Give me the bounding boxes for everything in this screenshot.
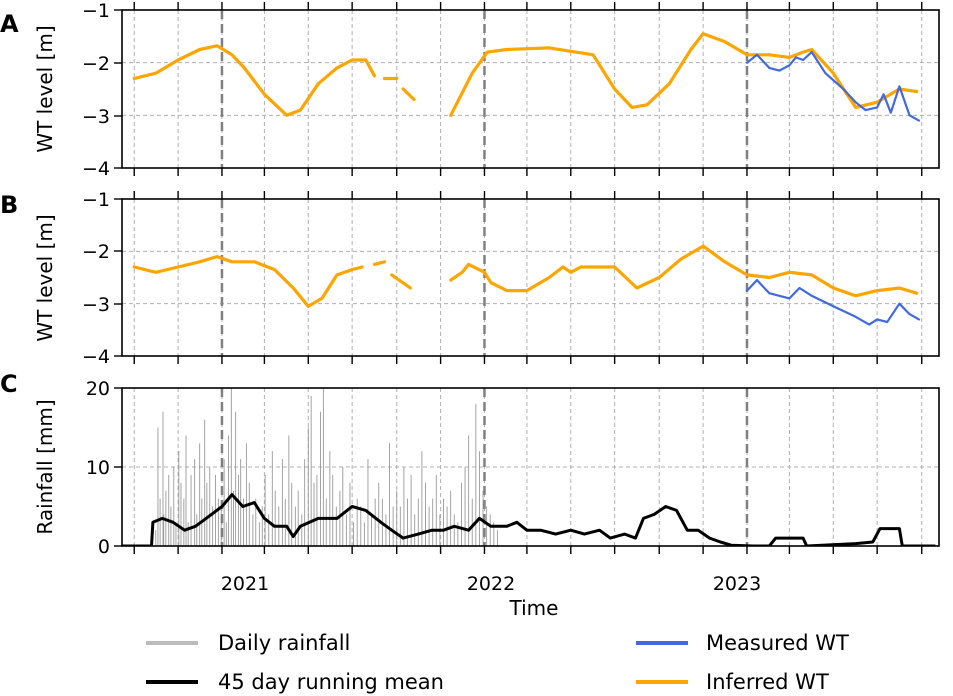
panel-a-ytick-label: −2: [82, 53, 110, 75]
legend: Daily rainfall 45 day running mean Measu…: [146, 631, 849, 694]
panel-a-year-lines: [220, 10, 749, 168]
panel-c-ytick-label: 10: [86, 457, 110, 479]
panel-b-series: [132, 244, 921, 326]
inferred-wt-line: [132, 44, 376, 117]
panel-b-year-lines: [220, 199, 749, 356]
inferred-wt-line: [132, 255, 364, 308]
panel-c-ylabel: Rainfall [mm]: [33, 399, 57, 534]
inferred-wt-line: [449, 244, 919, 298]
panel-a-ytick-label: −3: [82, 106, 110, 128]
panel-b-ylabel: WT level [m]: [33, 214, 57, 341]
x-axis-label: Time: [509, 596, 559, 620]
xtick-label-2022: 2022: [467, 573, 515, 595]
panel-a-x-ticks: [133, 2, 923, 176]
panel-a-series: [132, 32, 921, 122]
panel-c-letter: C: [0, 370, 18, 398]
panel-b-x-ticks: [133, 191, 923, 364]
panel-b-frame: [121, 198, 940, 357]
measured-wt-line: [745, 279, 921, 326]
panel-a-ytick-label: −1: [82, 0, 110, 22]
panel-a-grid: [122, 10, 939, 168]
panel-c-ytick-label: 0: [98, 536, 110, 558]
panel-a-ytick-label: −4: [82, 158, 110, 180]
legend-label-mean: 45 day running mean: [218, 670, 444, 694]
panel-b: −1 −2 −3 −4 B WT level [m]: [0, 189, 940, 368]
inferred-wt-line: [401, 87, 416, 102]
panel-b-ytick-label: −4: [82, 346, 110, 368]
panel-a-letter: A: [0, 10, 19, 38]
running-mean-line: [122, 493, 936, 546]
panel-c-mean: [122, 493, 936, 546]
panel-b-ytick-label: −2: [82, 241, 110, 263]
panel-c-grid: [122, 388, 939, 546]
panel-b-ytick-label: −3: [82, 294, 110, 316]
panel-c: 20 10 0 C Rainfall [mm] 2021 2022 2023 T…: [0, 370, 940, 620]
panel-b-letter: B: [0, 191, 18, 219]
legend-label-rain: Daily rainfall: [218, 631, 350, 655]
legend-label-measured: Measured WT: [706, 631, 849, 655]
panel-a-frame: [121, 9, 940, 169]
xtick-label-2023: 2023: [713, 573, 761, 595]
panel-b-ytick-label: −1: [82, 189, 110, 211]
measured-wt-line: [745, 50, 921, 122]
inferred-wt-line: [390, 273, 412, 290]
panel-a: −1 −2 −3 −4 A WT level [m]: [0, 0, 940, 180]
xtick-label-2021: 2021: [221, 573, 269, 595]
legend-label-inferred: Inferred WT: [706, 670, 829, 694]
panel-c-ytick-label: 20: [86, 378, 110, 400]
panel-c-rain-bars: [155, 388, 498, 546]
panel-c-year-lines: [220, 388, 749, 546]
panel-a-ylabel: WT level [m]: [33, 25, 57, 152]
panel-c-x-ticks: [133, 546, 923, 554]
inferred-wt-line: [372, 260, 387, 266]
inferred-wt-line: [449, 32, 919, 117]
